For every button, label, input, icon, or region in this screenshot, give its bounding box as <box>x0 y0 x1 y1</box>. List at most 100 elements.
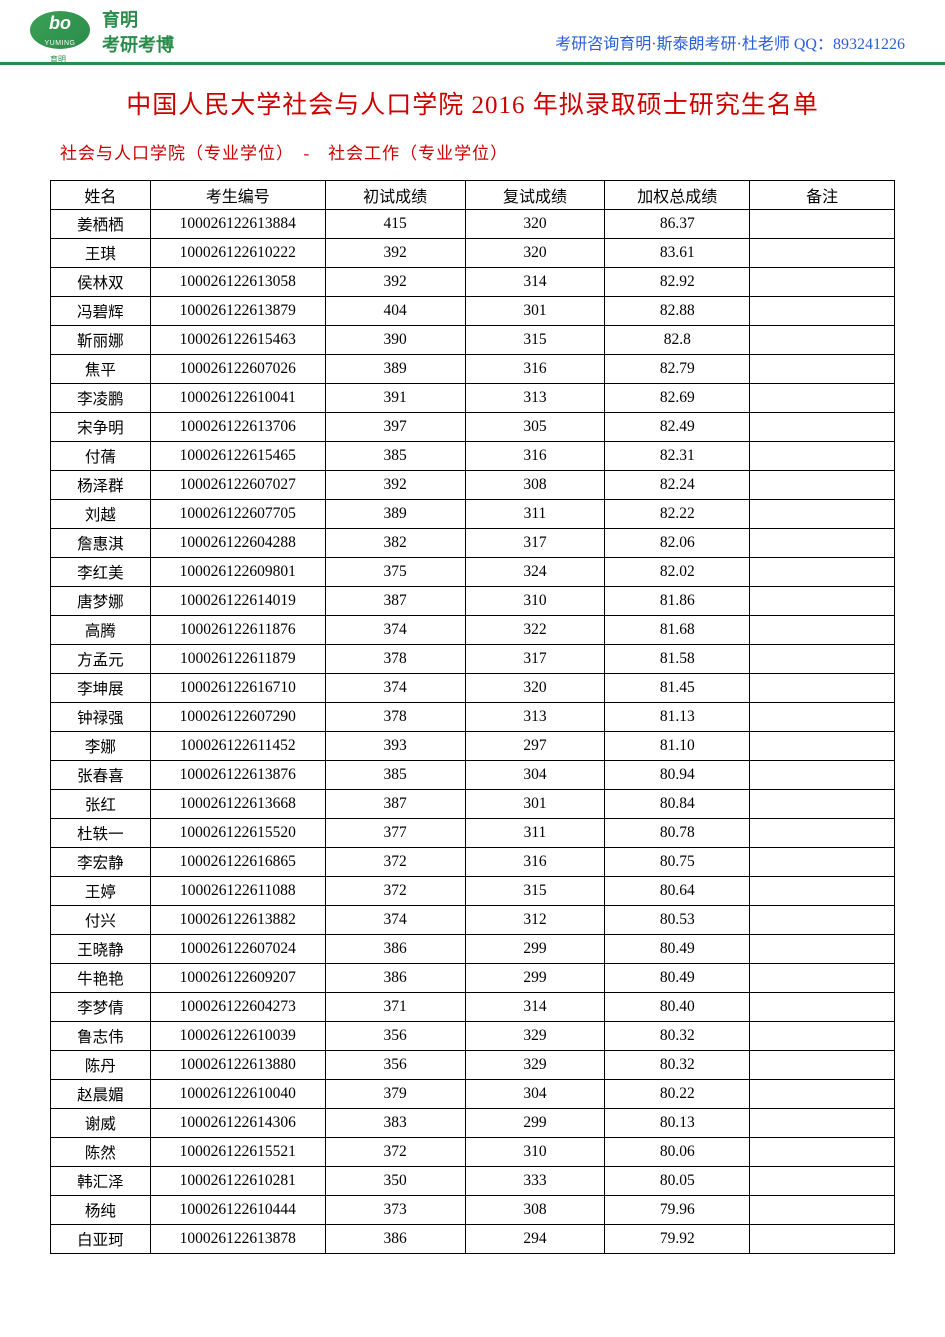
table-cell: 310 <box>465 587 605 616</box>
table-cell: 305 <box>465 413 605 442</box>
table-cell: 李红美 <box>51 558 151 587</box>
table-cell: 王婷 <box>51 877 151 906</box>
table-cell: 299 <box>465 1109 605 1138</box>
table-cell: 80.49 <box>605 935 750 964</box>
table-header-row: 姓名 考生编号 初试成绩 复试成绩 加权总成绩 备注 <box>51 181 895 210</box>
table-row: 王晓静10002612260702438629980.49 <box>51 935 895 964</box>
table-cell: 314 <box>465 993 605 1022</box>
table-cell: 82.88 <box>605 297 750 326</box>
table-cell: 80.13 <box>605 1109 750 1138</box>
table-cell: 李坤展 <box>51 674 151 703</box>
table-cell: 牛艳艳 <box>51 964 151 993</box>
table-cell: 389 <box>325 355 465 384</box>
table-cell: 100026122613876 <box>150 761 325 790</box>
table-cell: 100026122604273 <box>150 993 325 1022</box>
table-cell: 80.78 <box>605 819 750 848</box>
table-cell: 310 <box>465 1138 605 1167</box>
table-cell <box>750 384 895 413</box>
table-cell: 386 <box>325 964 465 993</box>
table-cell <box>750 558 895 587</box>
table-cell <box>750 1022 895 1051</box>
results-table: 姓名 考生编号 初试成绩 复试成绩 加权总成绩 备注 姜栖栖1000261226… <box>50 180 895 1254</box>
table-cell: 100026122604288 <box>150 529 325 558</box>
table-cell: 杨泽群 <box>51 471 151 500</box>
table-cell: 317 <box>465 529 605 558</box>
table-cell <box>750 1167 895 1196</box>
table-cell: 杨纯 <box>51 1196 151 1225</box>
table-cell: 100026122614306 <box>150 1109 325 1138</box>
table-row: 赵晨媚10002612261004037930480.22 <box>51 1080 895 1109</box>
table-row: 付蒨10002612261546538531682.31 <box>51 442 895 471</box>
table-cell: 李宏静 <box>51 848 151 877</box>
table-cell: 316 <box>465 442 605 471</box>
table-head: 姓名 考生编号 初试成绩 复试成绩 加权总成绩 备注 <box>51 181 895 210</box>
brand-line2: 考研考博 <box>102 33 174 58</box>
table-cell: 方孟元 <box>51 645 151 674</box>
table-cell <box>750 413 895 442</box>
table-cell: 301 <box>465 297 605 326</box>
table-cell: 100026122615463 <box>150 326 325 355</box>
table-cell: 焦平 <box>51 355 151 384</box>
table-cell: 329 <box>465 1051 605 1080</box>
table-row: 高腾10002612261187637432281.68 <box>51 616 895 645</box>
table-cell: 386 <box>325 1225 465 1254</box>
table-cell: 308 <box>465 471 605 500</box>
table-cell: 100026122611452 <box>150 732 325 761</box>
table-cell: 宋争明 <box>51 413 151 442</box>
table-cell: 373 <box>325 1196 465 1225</box>
table-cell: 100026122610281 <box>150 1167 325 1196</box>
table-cell: 100026122616710 <box>150 674 325 703</box>
table-cell: 靳丽娜 <box>51 326 151 355</box>
table-row: 张红10002612261366838730180.84 <box>51 790 895 819</box>
table-cell: 397 <box>325 413 465 442</box>
table-cell: 316 <box>465 848 605 877</box>
table-cell: 81.45 <box>605 674 750 703</box>
table-cell: 374 <box>325 616 465 645</box>
table-body: 姜栖栖10002612261388441532086.37王琪100026122… <box>51 210 895 1254</box>
table-cell: 80.75 <box>605 848 750 877</box>
table-cell: 86.37 <box>605 210 750 239</box>
table-cell <box>750 471 895 500</box>
table-cell: 100026122607024 <box>150 935 325 964</box>
logo-oval: bo YUMING <box>30 11 90 49</box>
table-cell: 詹惠淇 <box>51 529 151 558</box>
table-cell: 82.24 <box>605 471 750 500</box>
table-cell <box>750 442 895 471</box>
table-cell <box>750 1225 895 1254</box>
logo-pinyin-text: YUMING <box>45 40 76 47</box>
table-cell: 王晓静 <box>51 935 151 964</box>
table-cell <box>750 297 895 326</box>
table-row: 王琪10002612261022239232083.61 <box>51 239 895 268</box>
table-cell: 378 <box>325 645 465 674</box>
table-cell: 100026122609207 <box>150 964 325 993</box>
table-cell: 314 <box>465 268 605 297</box>
table-row: 鲁志伟10002612261003935632980.32 <box>51 1022 895 1051</box>
table-cell: 刘越 <box>51 500 151 529</box>
table-cell: 杜轶一 <box>51 819 151 848</box>
table-cell: 100026122610444 <box>150 1196 325 1225</box>
table-cell: 320 <box>465 239 605 268</box>
table-cell: 80.53 <box>605 906 750 935</box>
table-cell <box>750 703 895 732</box>
table-cell: 82.06 <box>605 529 750 558</box>
table-row: 韩汇泽10002612261028135033380.05 <box>51 1167 895 1196</box>
table-cell: 80.05 <box>605 1167 750 1196</box>
table-cell: 392 <box>325 268 465 297</box>
table-cell <box>750 500 895 529</box>
table-cell: 100026122610039 <box>150 1022 325 1051</box>
table-row: 姜栖栖10002612261388441532086.37 <box>51 210 895 239</box>
table-cell <box>750 616 895 645</box>
table-row: 方孟元10002612261187937831781.58 <box>51 645 895 674</box>
table-cell: 329 <box>465 1022 605 1051</box>
table-cell: 100026122611088 <box>150 877 325 906</box>
table-cell: 316 <box>465 355 605 384</box>
table-cell: 385 <box>325 761 465 790</box>
logo-top-text: bo <box>49 13 71 34</box>
table-cell: 81.68 <box>605 616 750 645</box>
table-cell: 382 <box>325 529 465 558</box>
table-row: 李宏静10002612261686537231680.75 <box>51 848 895 877</box>
table-cell: 100026122613880 <box>150 1051 325 1080</box>
table-cell: 100026122607026 <box>150 355 325 384</box>
table-cell: 王琪 <box>51 239 151 268</box>
table-cell: 393 <box>325 732 465 761</box>
